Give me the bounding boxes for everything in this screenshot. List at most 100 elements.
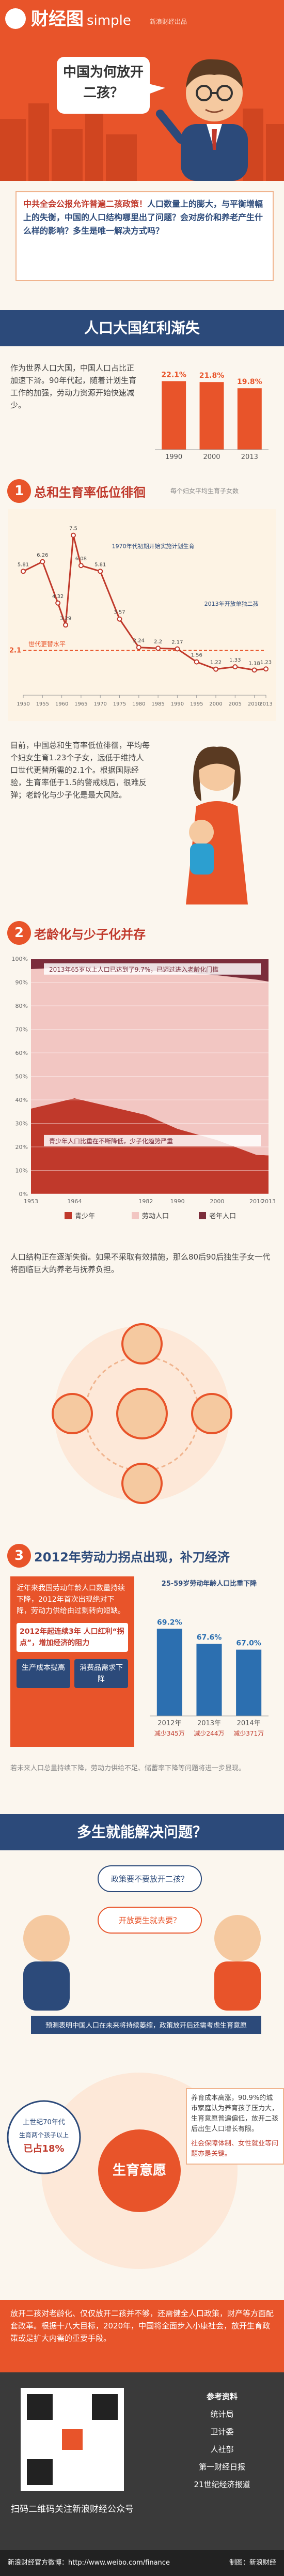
category-label: 1990 <box>165 453 182 461</box>
section-header: 3 2012年劳动力拐点出现，补刀经济 <box>0 1543 284 1569</box>
change-label: 减少244万 <box>194 1730 225 1737</box>
labor-note: 若未来人口总量持续下降，劳动力供给不足、储蓄率下降等问题将进一步显现。 <box>10 1765 246 1772</box>
skyline <box>0 103 284 181</box>
x-tick-label: 2010 <box>249 1198 264 1205</box>
section-number: 3 <box>7 1544 31 1568</box>
reference-value: 2.1 <box>9 647 21 654</box>
annotation-bg <box>44 1134 261 1146</box>
decoration <box>214 1961 261 2011</box>
will-center: 生育意愿 <box>113 2163 166 2179</box>
point-label: 1.23 <box>260 660 272 665</box>
decoration <box>205 109 224 113</box>
x-tick-label: 2005 <box>229 701 242 707</box>
bar <box>236 1649 262 1716</box>
decoration <box>52 1323 232 1504</box>
producer: 新浪财经出品 <box>150 18 187 25</box>
value-label: 21.8% <box>199 372 225 380</box>
decoration <box>181 124 248 181</box>
decoration <box>27 2394 53 2420</box>
point <box>175 646 180 652</box>
value-label: 19.8% <box>237 378 262 386</box>
debate-caption: 预测表明中国人口在未来将持续萎缩，政策放开后还需考虑生育意愿 <box>31 2016 261 2034</box>
x-tick-label: 2013 <box>259 701 272 707</box>
bubble-box: 中国为何放开二孩？ <box>63 65 144 101</box>
point <box>136 645 141 650</box>
legend-swatch <box>199 1212 206 1219</box>
decoration <box>98 2129 181 2212</box>
share-text: 作为世界人口大国，中国人口占比正加速下滑。90年代起，随着计划生育工作的加强，劳… <box>10 363 137 410</box>
y-tick-label: 60% <box>15 1050 28 1056</box>
point <box>263 666 269 672</box>
decoration <box>52 129 83 181</box>
decoration <box>156 110 185 144</box>
section-number: 2 <box>7 921 31 945</box>
source: 第一财经日报 <box>198 2462 245 2472</box>
category-label: 2013年 <box>197 1720 221 1727</box>
point-label: 5.81 <box>18 562 29 568</box>
section-title: 总和生育率低位徘徊 <box>34 485 146 500</box>
decoration <box>191 1393 232 1434</box>
will-illustration: 生育意愿 上世纪70年代 生育两个孩子以上 已占18% <box>7 2073 238 2269</box>
x-tick-label: 1975 <box>113 701 126 707</box>
header: 财经图 simple 新浪财经出品 中国为何放开二孩？ <box>0 0 284 181</box>
area <box>31 967 269 1156</box>
intro-lead: 中共全会公报允许普遍二孩政策！ <box>23 199 148 209</box>
x-tick-label: 1965 <box>74 701 87 707</box>
x-tick-label: 1982 <box>138 1198 153 1205</box>
source: 人社部 <box>210 2445 234 2454</box>
family-circle <box>52 1323 232 1504</box>
fertility-chart: 1950 1955 1960 1965 1970 1975 1980 1985 1990 1995… <box>8 509 276 721</box>
source: 卫计委 <box>210 2427 234 2436</box>
value-label: 69.2% <box>157 1618 182 1627</box>
x-tick-label: 2010 <box>248 701 261 707</box>
source: 统计局 <box>210 2410 234 2419</box>
decoration <box>190 844 214 875</box>
credit: 制图：新浪财经 <box>229 2559 276 2567</box>
bar <box>156 1629 182 1716</box>
conclusion: 放开二孩对老龄化、仅仅放开二孩并不够，还需健全人口政策，财产等方面配套改革。根据… <box>0 2300 284 2372</box>
weibo: 新浪财经官方微博：http://www.weibo.com/finance <box>8 2559 170 2567</box>
y-tick-label: 20% <box>15 1144 28 1151</box>
x-tick-label: 1960 <box>55 701 68 707</box>
y-tick-label: 0% <box>19 1191 28 1198</box>
category-label: 2014年 <box>237 1720 261 1727</box>
value-label: 67.6% <box>197 1634 222 1642</box>
value-label: 22.1% <box>161 371 186 379</box>
point-label: 2.2 <box>154 639 162 645</box>
point <box>232 664 238 670</box>
sources: 参考资料 统计局 卫计委 人社部 第一财经日报 21世纪经济报道 <box>170 2388 274 2493</box>
bar <box>199 382 224 450</box>
decoration <box>106 134 137 181</box>
x-tick-label: 1953 <box>24 1198 38 1205</box>
decoration <box>121 1323 163 1364</box>
x-tick-label: 1950 <box>17 701 29 707</box>
x-tick-label: 1990 <box>171 701 184 707</box>
age-chart: 0% 10% 20% 30% 40% 50% 60% 70% 80% 90% 100% 1953 196… <box>12 956 276 1220</box>
banner: 多生就能解决问题？ <box>0 1814 284 1850</box>
intro-body: 人口数量上的膨大，与平衡增幅上的失衡，中国的人口结构哪里出了问题？会对房价和养老… <box>23 199 263 236</box>
sources-title: 参考资料 <box>206 2392 238 2401</box>
decoration <box>189 820 214 845</box>
point-label: 1.22 <box>210 660 222 666</box>
legend-label: 青少年 <box>75 1213 95 1220</box>
point-label: 7.5 <box>69 526 77 532</box>
annotation: 青少年人口比重在不断降低，少子化趋势严重 <box>49 1137 173 1145</box>
point-label: 6.08 <box>75 556 87 562</box>
category-label: 2013 <box>241 453 258 461</box>
share-chart: 22.1% 1990 21.8% 2000 19.8% 2013 <box>155 371 269 461</box>
age-text: 人口结构正在逐渐失衡。如果不采取有效措施，那么80后90后独生子女一代将面临巨大… <box>10 1252 271 1274</box>
point <box>213 666 219 672</box>
category-label: 2012年 <box>157 1720 181 1727</box>
change-label: 减少371万 <box>233 1730 264 1737</box>
legend-swatch <box>132 1212 139 1219</box>
legend-label: 劳动人口 <box>142 1212 169 1220</box>
decoration <box>116 1388 168 1439</box>
fertility-line <box>23 535 266 671</box>
point <box>98 569 103 574</box>
point-label: 1.33 <box>229 657 241 663</box>
point-label: 3.57 <box>114 610 125 616</box>
logo: 财经图 <box>31 9 84 29</box>
point-label: 1.56 <box>191 653 202 658</box>
bar <box>162 381 186 450</box>
